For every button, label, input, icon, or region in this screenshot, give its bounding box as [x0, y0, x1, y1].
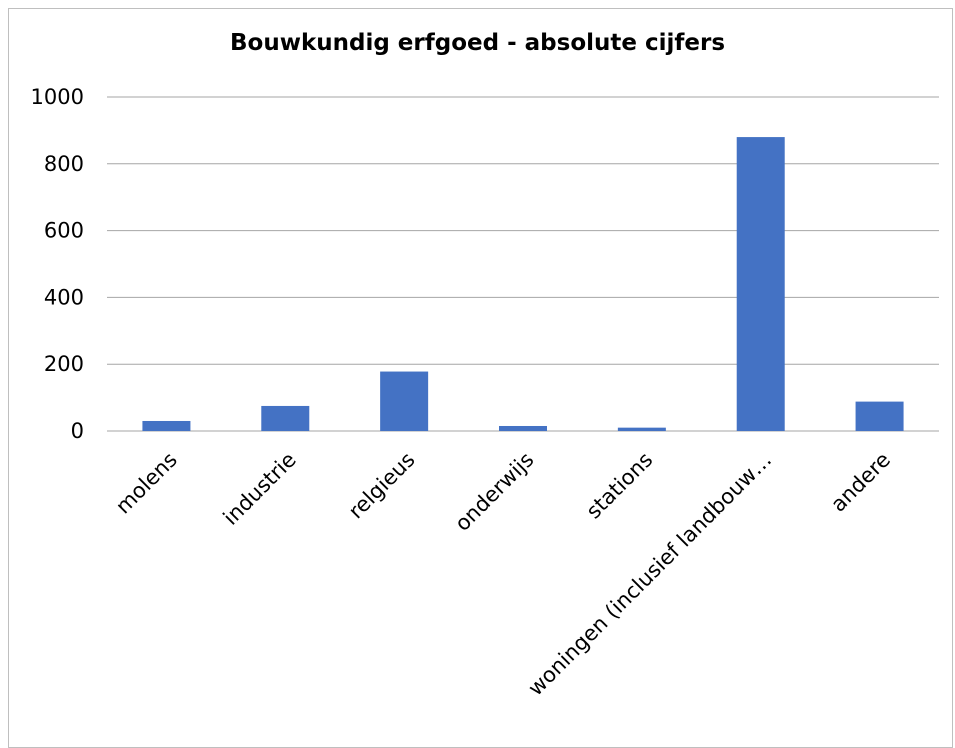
bar-1 [261, 405, 310, 431]
x-tick-label: stations [582, 448, 658, 524]
x-tick-label: relgieus [344, 448, 420, 524]
chart-title: Bouwkundig erfgoed - absolute cijfers [229, 30, 726, 56]
gridlines [107, 96, 939, 432]
x-tick-label: molens [111, 448, 182, 519]
bar-4 [617, 427, 666, 431]
x-tick-label: andere [826, 448, 895, 517]
y-axis-ticks: 0 200 400 600 800 1000 [31, 85, 84, 443]
x-axis-labels: molens industrie relgieus onderwijs stations… [111, 448, 895, 701]
y-tick-label: 1000 [31, 85, 84, 109]
bar-6 [855, 401, 904, 431]
chart-frame [8, 8, 953, 748]
x-tick-label: industrie [219, 448, 301, 530]
y-tick-label: 400 [44, 285, 84, 309]
bars [142, 137, 904, 431]
y-tick-label: 200 [44, 352, 84, 376]
bar-3 [499, 425, 547, 431]
x-tick-label: woningen (inclusief landbouw… [523, 448, 776, 701]
bar-2 [380, 371, 429, 431]
x-tick-label: onderwijs [450, 448, 538, 536]
y-tick-label: 800 [44, 152, 84, 176]
y-tick-label: 600 [44, 219, 84, 243]
bar-5 [736, 137, 785, 431]
bar-0 [142, 420, 191, 431]
y-tick-label: 0 [71, 419, 84, 443]
